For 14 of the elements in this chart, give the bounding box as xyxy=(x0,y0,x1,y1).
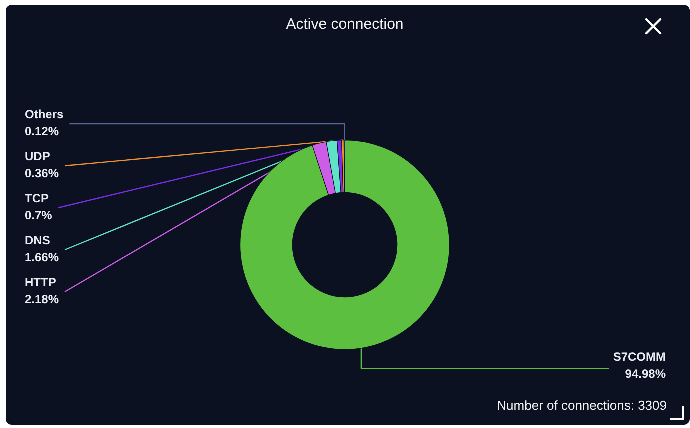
slice-label: UDP xyxy=(25,149,50,164)
chart-title: Active connection xyxy=(285,16,405,33)
slice-label: DNS xyxy=(25,233,50,248)
text: Number of connections: 3309 xyxy=(497,398,667,413)
data-label: 2.18% xyxy=(25,292,60,306)
data-label: 0.36% xyxy=(25,166,60,180)
slice-label: Others xyxy=(25,107,64,122)
slice-label: S7COMM xyxy=(613,350,666,364)
data-label: 94.98% xyxy=(625,367,666,382)
data-label: 1.66% xyxy=(25,250,60,264)
data-label: 0.7% xyxy=(25,208,53,222)
data-label: 0.12% xyxy=(25,124,60,138)
slice-label: TCP xyxy=(25,191,49,206)
slice-label: HTTP xyxy=(25,275,56,290)
